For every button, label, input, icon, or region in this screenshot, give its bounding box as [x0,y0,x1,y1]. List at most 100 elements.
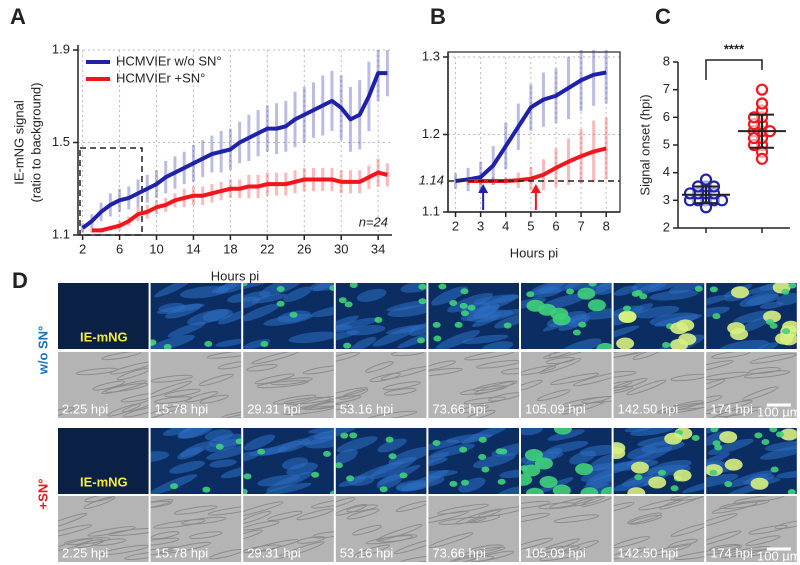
nucleus [289,311,298,318]
phase-cell [335,387,368,400]
phase-cell [545,356,576,365]
phase-cell [369,372,401,383]
x-tick-label: 10 [149,241,163,256]
phase-cell [428,510,469,524]
nucleus [340,432,349,439]
nucleus [664,432,683,445]
cell [400,283,427,293]
cell [283,286,313,303]
cell [356,288,387,302]
cell [167,321,206,338]
legend-label: HCMVIEr +SN° [116,70,205,85]
cell [472,453,516,469]
phase-cell [75,367,118,376]
phase-cell [464,352,517,361]
nucleus [243,473,252,480]
cells [613,283,705,349]
phase-cell [101,352,142,361]
phase-cell [613,370,637,379]
cell [478,294,518,311]
phase-cell [312,531,334,539]
nucleus [503,322,512,329]
phase-cell [670,496,704,501]
cell [178,428,214,439]
x-tick-label: 6 [116,241,123,256]
phase-cell [393,537,427,555]
nucleus [235,438,242,445]
phase-cell [561,396,611,407]
y-tick-label: 1.3 [422,48,440,63]
nucleus [349,432,358,439]
phase-cell [249,539,299,553]
cell [706,306,730,319]
nucleus [587,299,606,312]
cells [243,283,334,349]
cell [755,342,779,349]
phase-cell [124,551,149,560]
nucleus [349,283,358,288]
phase-cell [395,500,427,513]
x-tick-label: 7 [577,218,584,233]
phase-cell [613,547,647,561]
data-point [755,152,769,165]
phase-cell [346,504,379,513]
nucleus [662,342,671,349]
x-axis-label: Hours pi [211,268,260,283]
plot-area [81,50,389,233]
cell [579,444,612,457]
phase-cell [548,352,579,358]
nucleus [449,480,458,487]
cell [481,341,514,349]
data-point [755,97,769,110]
data-point [699,173,713,186]
y-tick-label: 1.9 [52,41,70,56]
cell [706,294,730,307]
nucleus [243,488,248,494]
cell [496,486,519,494]
phase-cell [107,403,141,417]
phase-cell [382,381,421,391]
cell [378,464,421,485]
nucleus [150,339,157,346]
cell [462,334,509,345]
phase-cell [335,352,360,363]
cell [180,285,229,299]
phase-cell [613,377,648,392]
fluorescence-tile [58,428,149,494]
cell [668,283,705,294]
cell [217,309,242,325]
nucleus [750,477,769,490]
phase-cell [553,514,600,524]
phase-cell [122,406,149,418]
phase-cell [181,516,227,525]
phase-cell [92,538,127,546]
legend-label: HCMVIEr w/o SN° [116,53,222,68]
nucleus [329,284,334,291]
phase-cell [730,549,776,558]
cell [350,336,377,349]
scale-bar-label: 100 µm [757,404,800,419]
nucleus [432,439,441,446]
time-label: 2.25 hpi [62,545,108,560]
nucleus [769,428,778,433]
phase-cell [541,545,580,553]
phase-cells [58,496,149,560]
phase-cell [302,365,334,375]
cell [251,293,288,304]
phase-cell [626,379,667,396]
nucleus [539,475,558,488]
phase-cell [153,519,206,529]
phase-cell [283,405,334,416]
time-label: 53.16 hpi [340,401,394,416]
nucleus [765,318,774,325]
x-tick-label: 6 [552,218,559,233]
time-label: 53.16 hpi [340,545,394,560]
phase-cell [536,389,571,402]
cell [740,315,773,332]
phase-cell [471,550,515,562]
cell [312,283,334,292]
cell [583,473,612,491]
nucleus [577,287,596,300]
condition-label: +SN° [35,479,50,510]
